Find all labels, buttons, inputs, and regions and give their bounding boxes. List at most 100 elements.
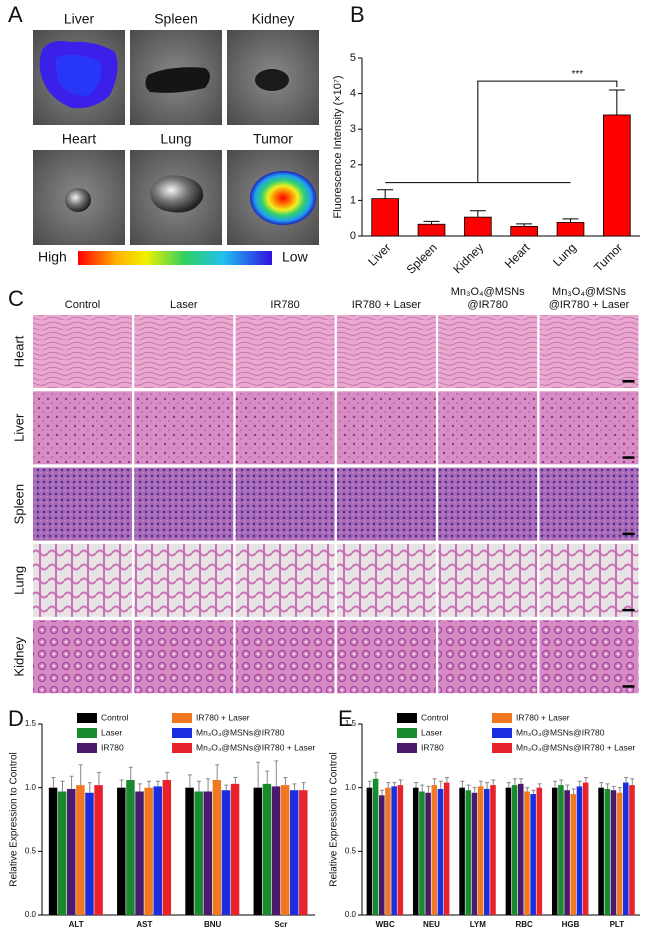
bar [490, 785, 496, 915]
legend-swatch [492, 728, 512, 738]
bar [616, 792, 623, 915]
bar [437, 788, 444, 915]
error-bar [392, 782, 397, 787]
x-tick-label: LYM [470, 920, 486, 929]
error-bar [367, 780, 372, 788]
legend-swatch [77, 713, 97, 723]
error-bar [215, 764, 220, 781]
bar [185, 787, 194, 915]
bar [517, 783, 524, 915]
bar [582, 782, 589, 915]
row-label: Liver [11, 413, 26, 442]
error-bar [630, 778, 635, 786]
bar [530, 794, 536, 915]
error-bar [265, 770, 270, 784]
error-bar [485, 782, 490, 789]
error-bar [531, 789, 536, 795]
y-tick-label: 1.5 [25, 719, 37, 728]
x-tick-label: BNU [204, 920, 222, 929]
histology-image [438, 391, 538, 465]
y-tick-label: 0.5 [345, 846, 357, 855]
error-bar [469, 210, 486, 218]
bar [551, 787, 558, 915]
y-tick-label: 2 [350, 159, 356, 171]
bar [221, 790, 231, 915]
histology-image [235, 315, 335, 388]
error-bar [274, 760, 279, 787]
bar [230, 783, 240, 915]
bar [623, 782, 629, 915]
organ [145, 67, 210, 93]
bar [465, 790, 472, 915]
error-bar [577, 780, 582, 787]
x-tick-label: WBC [376, 920, 395, 929]
histology-image [539, 543, 639, 617]
histology-image [33, 467, 132, 541]
y-tick-label: 3 [350, 123, 356, 135]
histology-image [539, 620, 639, 694]
error-bar [466, 784, 471, 791]
bar [564, 790, 570, 915]
histology-image [134, 315, 234, 388]
organ [65, 188, 91, 212]
error-bar [196, 780, 201, 792]
organ [255, 69, 289, 91]
error-bar [256, 761, 261, 788]
error-bar [491, 779, 496, 786]
bar [76, 785, 85, 915]
error-bar [87, 782, 92, 793]
error-bar [506, 782, 511, 788]
organ-label: Heart [62, 131, 96, 147]
organ-label: Kidney [252, 11, 295, 27]
scale-bar [622, 685, 635, 688]
legend-swatch [77, 743, 97, 753]
scale-bar [622, 456, 635, 459]
panel-label: B [350, 2, 365, 27]
bar [371, 198, 400, 237]
legend-swatch [397, 728, 417, 738]
bar [366, 787, 373, 915]
y-axis-label: Relative Expression to Control [329, 752, 340, 887]
histology-image [539, 467, 639, 541]
x-tick-label: Kidney [450, 240, 486, 276]
error-bar [423, 220, 440, 225]
bar [604, 788, 611, 915]
error-bar [611, 785, 616, 791]
x-tick-label: Lung [550, 240, 579, 269]
bar [536, 787, 543, 915]
error-bar [525, 787, 530, 792]
error-bar [377, 189, 394, 199]
row-label: Heart [11, 335, 26, 367]
legend-swatch [492, 743, 512, 753]
organ-label: Spleen [154, 11, 198, 27]
x-tick-label: AST [136, 920, 152, 929]
row-label: Spleen [11, 484, 26, 524]
bar [162, 780, 172, 915]
bar [126, 780, 135, 915]
histology-image [438, 543, 538, 617]
histology-image [539, 391, 639, 465]
bar [194, 791, 203, 915]
bar [85, 792, 94, 915]
error-bar [165, 771, 170, 781]
significance-label: *** [571, 69, 583, 80]
error-bar [373, 771, 378, 779]
organ [150, 175, 204, 213]
bar [484, 788, 490, 915]
legend-label: Control [101, 712, 129, 722]
legend-label: Mn₃O₄@MSNs@IR780 [516, 727, 605, 737]
scale-high: High [38, 249, 67, 265]
bar [510, 225, 539, 237]
scale-low: Low [282, 249, 309, 265]
panel-label: A [8, 2, 23, 27]
bar [203, 791, 213, 915]
error-bar [444, 776, 449, 783]
error-bar [605, 783, 610, 789]
bar [570, 794, 577, 915]
error-bar [233, 776, 238, 784]
bar [117, 787, 126, 915]
bar [463, 216, 492, 237]
error-bar [608, 89, 625, 115]
y-tick-label: 5 [350, 52, 356, 64]
x-tick-label: Heart [502, 240, 533, 271]
